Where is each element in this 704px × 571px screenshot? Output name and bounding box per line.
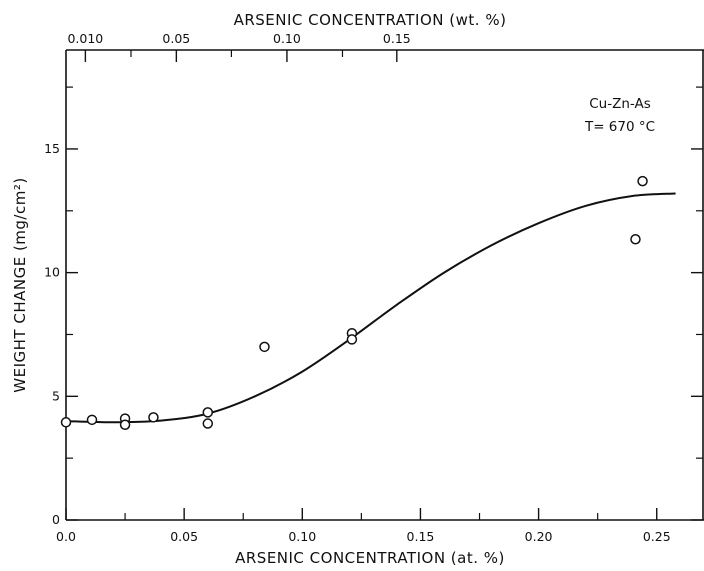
data-point	[346, 334, 358, 345]
data-point	[119, 419, 131, 431]
fit-curve	[65, 192, 676, 424]
x2-axis-title: ARSENIC CONCENTRATION (wt. %)	[234, 11, 507, 29]
y-tick-label: 0	[52, 512, 60, 527]
top-tick-label: 0.15	[383, 31, 411, 46]
data-point	[60, 417, 72, 428]
data-point	[86, 414, 98, 426]
annotation-alloy: Cu-Zn-As	[589, 96, 651, 112]
data-point	[202, 407, 214, 418]
data-point	[148, 412, 159, 423]
x-tick-label: 0.20	[525, 529, 553, 544]
data-point	[630, 233, 641, 245]
x-tick-label: 0.10	[288, 529, 316, 544]
x-axis-title: ARSENIC CONCENTRATION (at. %)	[235, 549, 505, 567]
top-axis-ticks: 0.010 0.05 0.10 0.15	[67, 31, 411, 62]
data-points	[60, 175, 648, 431]
top-tick-label: 0.10	[273, 31, 301, 46]
y-axis-ticks: 0 5 10 15	[44, 86, 703, 527]
y-tick-label: 15	[44, 141, 60, 156]
top-tick-label: 0.05	[162, 31, 190, 46]
x-axis-ticks: 0.0 0.05 0.10 0.15 0.20 0.25	[56, 508, 671, 544]
x-tick-label: 0.05	[170, 529, 198, 544]
x-tick-label: 0.15	[407, 529, 435, 544]
data-point	[637, 175, 648, 187]
top-tick-label: 0.010	[67, 31, 103, 46]
data-point	[202, 418, 214, 429]
x-tick-label: 0.25	[643, 529, 671, 544]
y-axis-title: WEIGHT CHANGE (mg/cm²)	[11, 177, 29, 392]
data-point	[259, 341, 270, 353]
annotation-temperature: T= 670 °C	[584, 119, 655, 135]
y-tick-label: 5	[52, 388, 60, 403]
x-tick-label: 0.0	[56, 529, 76, 544]
y-tick-label: 10	[44, 265, 60, 280]
